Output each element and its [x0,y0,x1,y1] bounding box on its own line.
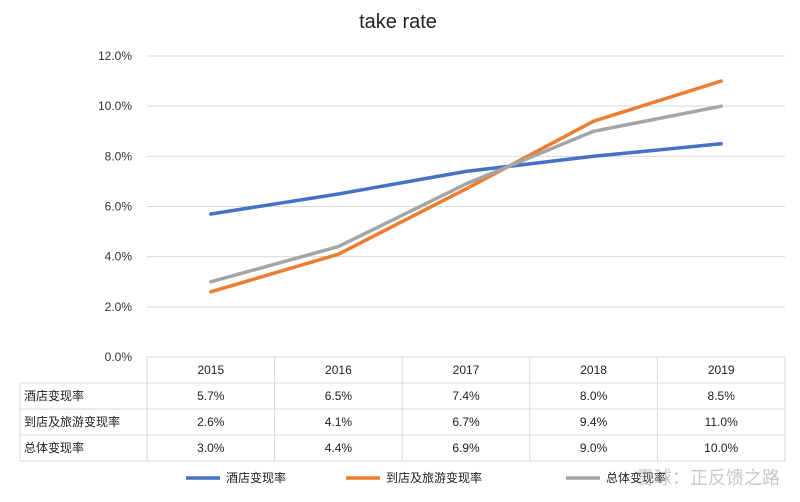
table-row-label: 到店及旅游变现率 [24,414,120,429]
table-cell: 8.0% [580,389,608,403]
table-cell: 5.7% [197,389,225,403]
y-tick-label: 12.0% [98,49,132,63]
data-table: 2015 2016 2017 2018 2019 酒店变现率 5.7% 6.5% 7.4% 8.0… [19,356,786,462]
gridlines [147,55,785,308]
table-cell: 11.0% [705,415,738,429]
table-cell: 8.5% [708,389,736,403]
x-category-label: 2015 [197,363,224,377]
table-cell: 4.4% [325,441,353,455]
legend: 酒店变现率 到店及旅游变现率 总体变现率 [186,470,666,485]
table-cell: 4.1% [325,415,353,429]
x-category-label: 2016 [325,363,352,377]
y-axis-ticks: 0.0% 2.0% 4.0% 6.0% 8.0% 10.0% 12.0% [98,49,132,364]
table-cell: 10.0% [704,441,738,455]
x-category-label: 2017 [453,363,480,377]
table-row-label: 总体变现率 [24,440,84,455]
series-line [209,79,723,294]
series-line [209,142,723,216]
y-tick-label: 6.0% [105,200,133,214]
series-line [209,104,723,284]
y-tick-label: 10.0% [98,99,132,113]
table-cell: 9.0% [580,441,608,455]
legend-label: 酒店变现率 [226,470,286,485]
y-tick-label: 0.0% [105,350,133,364]
table-cell: 3.0% [197,441,225,455]
x-category-label: 2019 [708,363,735,377]
legend-label: 到店及旅游变现率 [386,470,482,485]
table-cell: 6.5% [325,389,353,403]
table-cell: 2.6% [197,415,225,429]
legend-label: 总体变现率 [606,470,666,485]
table-cell: 7.4% [452,389,480,403]
y-tick-label: 4.0% [105,250,133,264]
table-cell: 9.4% [580,415,608,429]
chart-title: take rate [359,11,437,33]
table-row-label: 酒店变现率 [24,388,84,403]
x-category-label: 2018 [580,363,607,377]
series-lines [209,79,723,294]
watermark: 雪球：正反馈之路 [636,468,780,488]
table-cell: 6.9% [452,441,480,455]
y-tick-label: 8.0% [105,149,133,163]
table-cell: 6.7% [452,415,480,429]
y-tick-label: 2.0% [105,300,133,314]
